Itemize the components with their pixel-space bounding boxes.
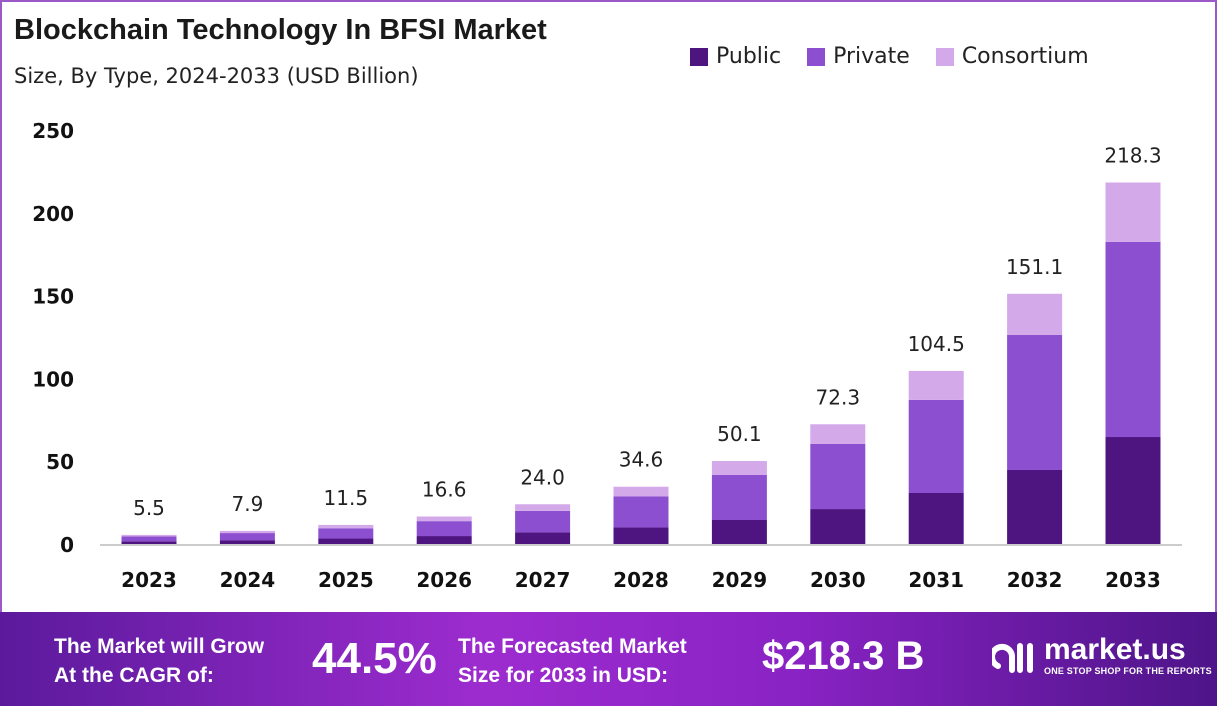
data-label: 34.6 xyxy=(619,448,664,472)
bar-segment-private xyxy=(810,443,866,510)
legend-item-private: Private xyxy=(807,44,910,69)
bar-segment-consortium xyxy=(810,424,866,444)
x-tick-label: 2023 xyxy=(121,568,177,592)
data-label: 50.1 xyxy=(717,422,762,446)
bar-segment-consortium xyxy=(515,504,571,511)
chart-subtitle: Size, By Type, 2024-2033 (USD Billion) xyxy=(14,64,419,88)
bar-segment-private xyxy=(908,399,964,493)
x-tick-label: 2033 xyxy=(1105,568,1161,592)
bar-segment-public xyxy=(1007,469,1063,544)
cagr-value: 44.5% xyxy=(312,634,437,683)
market-us-logo: market.us ONE STOP SHOP FOR THE REPORTS xyxy=(992,634,1212,677)
x-tick-label: 2026 xyxy=(416,568,472,592)
bar-segment-consortium xyxy=(318,524,374,529)
logo-text: market.us xyxy=(1044,633,1186,666)
bar-segment-consortium xyxy=(121,534,177,537)
bar-segment-public xyxy=(121,541,177,544)
bar-segment-consortium xyxy=(613,486,669,497)
bar-segment-public xyxy=(515,532,571,544)
bar-segment-public xyxy=(810,509,866,544)
legend-item-consortium: Consortium xyxy=(935,44,1089,69)
size-label: The Forecasted Market Size for 2033 in US… xyxy=(458,632,687,690)
bar-segment-private xyxy=(1105,241,1161,438)
x-tick-label: 2024 xyxy=(220,568,276,592)
bar-segment-consortium xyxy=(416,516,472,522)
y-tick-label: 150 xyxy=(32,285,74,309)
bar-segment-public xyxy=(711,519,767,544)
logo-icon xyxy=(992,642,1033,673)
footer-banner: The Market will Grow At the CAGR of: 44.5… xyxy=(0,612,1217,706)
cagr-label: The Market will Grow At the CAGR of: xyxy=(54,632,264,690)
bar-segment-public xyxy=(416,536,472,544)
x-tick-label: 2028 xyxy=(613,568,669,592)
data-label: 218.3 xyxy=(1104,143,1161,167)
bar-segment-private xyxy=(613,496,669,528)
bar-segment-private xyxy=(416,521,472,537)
bar-segment-private xyxy=(515,510,571,533)
legend-label: Public xyxy=(716,44,782,69)
legend-label: Private xyxy=(833,44,910,69)
y-tick-label: 100 xyxy=(32,367,74,391)
data-label: 5.5 xyxy=(133,496,165,520)
y-tick-label: 200 xyxy=(32,202,74,226)
bar-segment-private xyxy=(1007,335,1063,470)
data-label: 104.5 xyxy=(908,332,965,356)
bar-chart: 0 50 100 150 200 250 5.5 2023 7.9 2024 11.5 2025 16.… xyxy=(32,119,1182,592)
y-tick-label: 50 xyxy=(46,450,74,474)
size-value: $218.3 B xyxy=(762,634,925,678)
data-label: 24.0 xyxy=(520,465,565,489)
bar-segment-private xyxy=(711,474,767,520)
legend-label: Consortium xyxy=(961,44,1089,69)
cagr-label-line: At the CAGR of: xyxy=(54,664,214,687)
x-tick-label: 2029 xyxy=(712,568,768,592)
bar-segment-public xyxy=(219,540,275,544)
x-tick-label: 2030 xyxy=(810,568,866,592)
bar-segment-public xyxy=(318,538,374,544)
bar-segment-consortium xyxy=(219,530,275,534)
x-tick-label: 2027 xyxy=(515,568,571,592)
legend-swatch xyxy=(935,47,954,66)
bar-segment-consortium xyxy=(711,461,767,475)
size-label-line: Size for 2033 in USD: xyxy=(458,664,669,687)
chart-title: Blockchain Technology In BFSI Market xyxy=(14,14,547,46)
bar-segment-public xyxy=(908,492,964,544)
y-tick-label: 250 xyxy=(32,119,74,143)
bar-segment-private xyxy=(121,536,177,542)
bar-segment-consortium xyxy=(908,370,964,400)
data-label: 7.9 xyxy=(231,492,263,516)
bar-segment-private xyxy=(219,533,275,541)
data-label: 11.5 xyxy=(324,486,369,510)
bar-segment-public xyxy=(613,527,669,544)
data-label: 72.3 xyxy=(816,385,861,409)
legend-swatch xyxy=(690,47,708,66)
size-label-line: The Forecasted Market xyxy=(458,635,687,658)
legend-item-public: Public xyxy=(690,44,781,69)
legend: Public Private Consortium xyxy=(690,44,1089,69)
logo-tagline: ONE STOP SHOP FOR THE REPORTS xyxy=(1044,666,1212,676)
legend-swatch xyxy=(807,47,826,66)
y-tick-label: 0 xyxy=(60,533,74,557)
data-label: 16.6 xyxy=(422,478,467,502)
x-tick-label: 2032 xyxy=(1007,568,1063,592)
bar-segment-public xyxy=(1105,437,1161,544)
data-label: 151.1 xyxy=(1006,255,1063,279)
x-tick-label: 2031 xyxy=(908,568,964,592)
bar-segment-consortium xyxy=(1105,182,1161,242)
cagr-label-line: The Market will Grow xyxy=(54,635,265,658)
bar-segment-private xyxy=(318,528,374,539)
bar-segment-consortium xyxy=(1007,293,1063,336)
x-tick-label: 2025 xyxy=(318,568,374,592)
